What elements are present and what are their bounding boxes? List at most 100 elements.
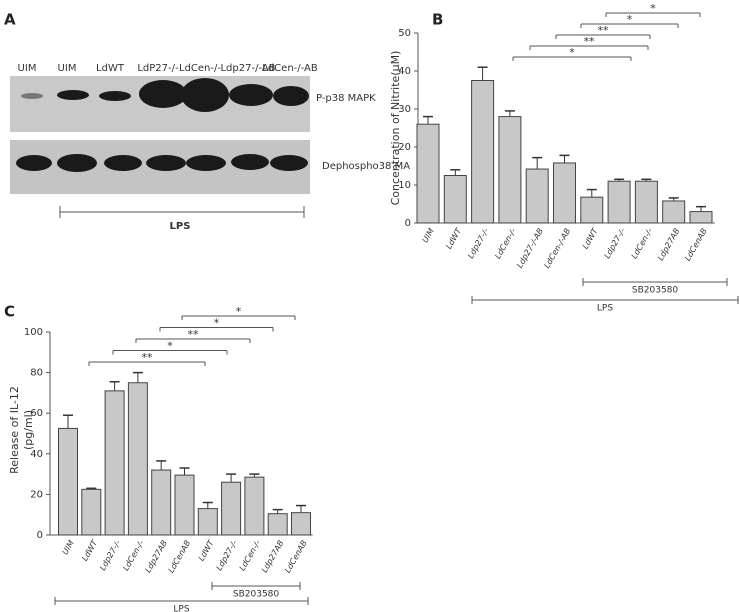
band [57, 90, 89, 100]
lane-label: LdCen-/- [179, 63, 221, 74]
bar [174, 474, 195, 536]
sig-label: * [627, 13, 633, 26]
band [146, 155, 186, 171]
x-tick-label: Ldp27-/- [603, 227, 627, 260]
x-tick-label: Ldp27-/-AB [515, 227, 545, 270]
panel-label: C [4, 303, 15, 321]
band [21, 93, 43, 99]
sig-label: * [236, 305, 242, 318]
lane-label: LdWT [96, 63, 125, 74]
x-tick-label: Ldp27AB [260, 539, 286, 574]
bar [634, 180, 658, 224]
band [270, 155, 308, 171]
bar [267, 513, 288, 536]
bar [58, 427, 78, 536]
x-tick-label: LdCenAB [167, 539, 193, 575]
x-tick-label: LdCen-/- [238, 539, 263, 573]
bar [244, 476, 265, 536]
x-tick-label: UIM [61, 539, 76, 557]
x-tick-label: Ldp27-/- [466, 227, 490, 260]
sig-label: * [650, 2, 656, 15]
x-tick-label: LdCenAB [283, 539, 309, 575]
bands [16, 78, 309, 172]
y-tick-label: 50 [398, 28, 411, 39]
sig-label: * [167, 340, 173, 353]
band [273, 86, 309, 106]
band [99, 91, 131, 101]
bar [291, 512, 311, 536]
x-tick-label: LdCen-/- [630, 227, 655, 261]
sig-label: * [569, 46, 575, 59]
x-tick-label: LdCen-/-AB [542, 227, 572, 270]
x-tick-label: LdWT [197, 538, 217, 563]
group-label: SB203580 [632, 286, 679, 296]
group-label: LPS [170, 221, 191, 232]
y-tick-label: 80 [30, 368, 43, 379]
bar [498, 116, 522, 224]
x-tick-label: LdCenAB [683, 227, 709, 263]
sig-label: ** [598, 24, 610, 37]
bar [221, 481, 242, 536]
sig-label: ** [142, 351, 154, 364]
band [229, 84, 273, 106]
bar [553, 162, 576, 224]
x-tick-label: Ldp27AB [143, 539, 169, 574]
bar [81, 488, 102, 536]
bar [471, 80, 495, 224]
bar [689, 211, 713, 224]
group-label: LPS [173, 605, 189, 612]
band [139, 80, 187, 108]
y-tick-label: 60 [30, 408, 43, 419]
sig-label: * [214, 317, 220, 330]
y-tick-label: 20 [30, 489, 43, 500]
sig-label: ** [188, 328, 200, 341]
bar [580, 196, 604, 224]
bar [104, 390, 125, 536]
x-tick-label: Ldp27-/- [98, 539, 122, 572]
y-tick-label: 40 [398, 66, 411, 77]
y-tick-label: 40 [30, 449, 43, 460]
bar [151, 469, 172, 536]
y-axis-label: Concentration of Nitrite(µM) [389, 51, 402, 206]
sig-label: ** [584, 35, 596, 48]
x-tick-label: LdWT [80, 538, 100, 563]
x-tick-label: LdCen-/- [121, 539, 146, 573]
band [16, 155, 52, 171]
bar [662, 200, 686, 224]
blot-label: P-p38 MAPK [316, 93, 376, 104]
panel-label: A [4, 11, 16, 29]
bar [416, 123, 440, 224]
y-tick-label: 0 [405, 218, 411, 229]
lane-label: UIM [18, 63, 37, 74]
x-tick-label: LdWT [444, 226, 464, 251]
x-tick-label: Ldp27-/- [215, 539, 239, 572]
lane-label: LdCen-/-AB [262, 63, 318, 74]
y-tick-label: 10 [398, 180, 411, 191]
y-tick-label: 100 [24, 327, 43, 338]
x-tick-label: LdCen-/- [493, 227, 518, 261]
x-tick-label: LdWT [581, 226, 601, 251]
bar [607, 180, 631, 224]
y-axis-label: (pg/ml) [22, 410, 35, 450]
band [231, 154, 269, 170]
band [186, 155, 226, 171]
bar [443, 175, 467, 224]
group-label: SB203580 [233, 590, 280, 600]
bar [525, 168, 549, 224]
y-tick-label: 0 [37, 530, 43, 541]
y-axis-label: Release of IL-12 [8, 386, 21, 474]
group-label: LPS [597, 304, 613, 314]
band [104, 155, 142, 171]
y-tick-label: 30 [398, 104, 411, 115]
panel-label: B [432, 11, 443, 29]
bar [127, 382, 148, 536]
lane-label: Ldp27-/-AB [220, 63, 275, 74]
band [57, 154, 97, 172]
lane-label: UIM [58, 63, 77, 74]
lane-label: LdP27-/- [137, 63, 179, 74]
x-tick-label: Ldp27AB [656, 227, 682, 262]
blot-label: Dephospho38 MA [322, 161, 410, 172]
y-tick-label: 20 [398, 142, 411, 153]
x-tick-label: UIM [421, 227, 436, 245]
